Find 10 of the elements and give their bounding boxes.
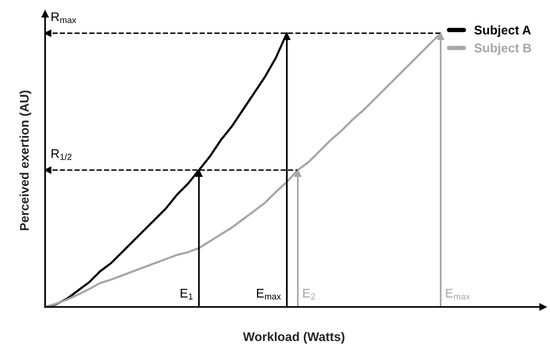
legend-label: Subject A — [474, 25, 531, 37]
legend-label: Subject B — [474, 43, 532, 55]
annotation: E$_{max}$ — [446, 288, 470, 300]
annotation: E$_{2}$ — [303, 288, 316, 300]
ref-line-label: R$_{1/2}$ — [52, 149, 72, 160]
annotation: E$_{max}$ — [256, 288, 281, 300]
x-axis-title: Workload (Watts) — [242, 332, 344, 344]
y-axis-title: Perceived exertion (AU) — [20, 90, 32, 230]
annotation: E$_{1}$ — [180, 288, 193, 300]
legend-label: R$_{max}$ — [52, 12, 76, 24]
